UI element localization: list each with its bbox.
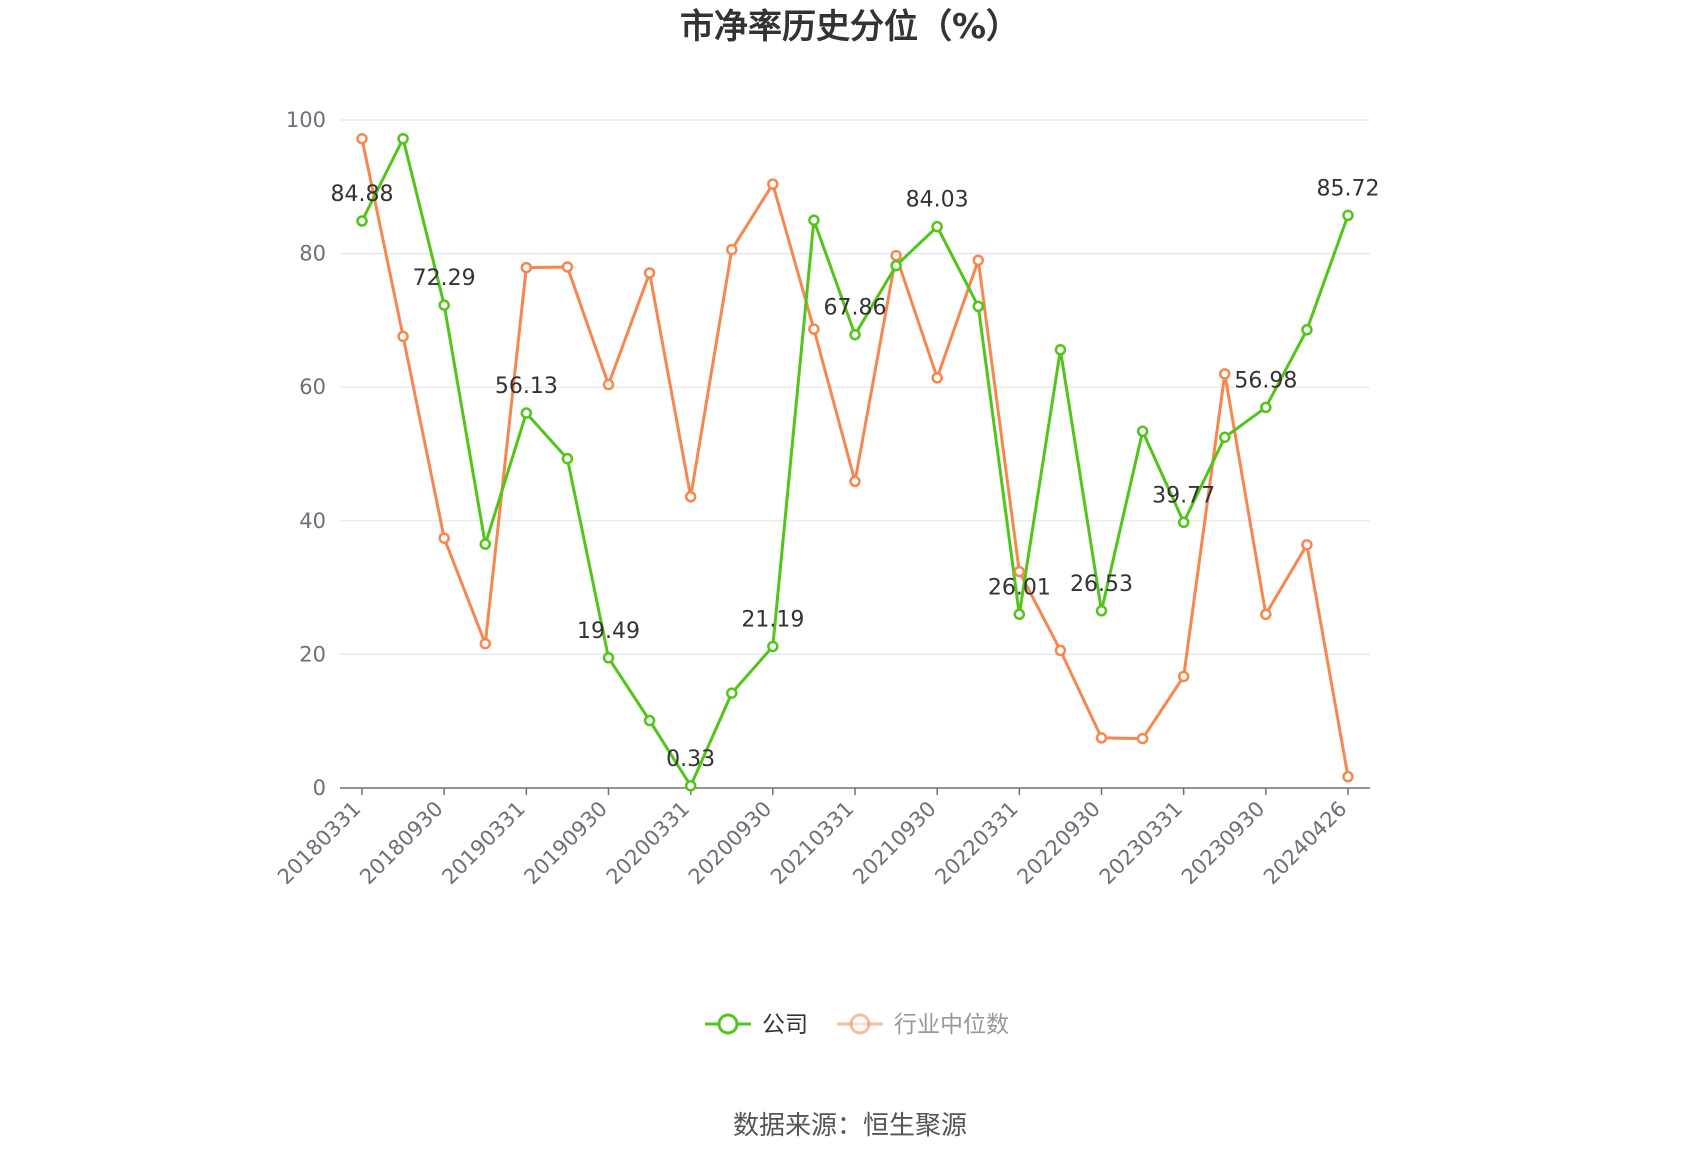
x-tick-label-12: 20210331 xyxy=(766,797,859,890)
point-s1-22 xyxy=(1260,608,1272,621)
series-points xyxy=(356,132,1354,792)
legend-label-0: 公司 xyxy=(762,1012,808,1038)
point-s0-19 xyxy=(1136,425,1149,438)
x-tick-label-8: 20200331 xyxy=(602,797,695,890)
data-label-8: 0.33 xyxy=(666,747,715,772)
data-label-0: 84.88 xyxy=(331,182,394,207)
point-s0-5 xyxy=(561,452,574,465)
point-s1-0 xyxy=(356,132,368,145)
y-tick-label-40: 40 xyxy=(299,509,326,533)
data-source: 数据来源：恒生聚源 xyxy=(733,1111,967,1141)
data-label-14: 84.03 xyxy=(906,188,969,213)
point-s0-11 xyxy=(808,214,820,226)
point-s0-7 xyxy=(643,714,656,727)
series-line-1 xyxy=(360,138,1350,777)
point-s0-12 xyxy=(849,328,861,341)
x-tick-label-10: 20200930 xyxy=(684,797,777,890)
data-label-6: 19.49 xyxy=(577,619,640,644)
point-s0-14 xyxy=(931,220,943,233)
point-s1-21 xyxy=(1219,368,1231,380)
point-s0-4 xyxy=(520,407,533,419)
point-s1-14 xyxy=(931,372,943,384)
data-label-20: 39.77 xyxy=(1152,483,1215,508)
point-s0-24 xyxy=(1342,209,1354,222)
point-s1-19 xyxy=(1136,732,1149,745)
data-label-22: 56.98 xyxy=(1234,368,1297,393)
grid-lines xyxy=(340,119,1370,656)
point-s0-10 xyxy=(767,640,779,653)
y-tick-label-20: 20 xyxy=(299,642,326,666)
x-tick-label-2: 20180930 xyxy=(355,797,448,890)
point-s1-17 xyxy=(1054,644,1067,657)
point-s1-5 xyxy=(561,261,574,273)
legend-item-0[interactable]: 公司 xyxy=(705,1012,808,1038)
point-s0-0 xyxy=(356,215,368,227)
point-s0-18 xyxy=(1095,605,1108,617)
point-s1-6 xyxy=(602,378,615,391)
y-tick-label-0: 0 xyxy=(313,776,326,800)
point-s0-9 xyxy=(726,687,738,699)
point-s1-15 xyxy=(972,254,984,267)
point-s0-3 xyxy=(479,538,491,550)
data-label-4: 56.13 xyxy=(495,374,558,399)
x-tick-label-18: 20220930 xyxy=(1012,797,1105,890)
data-label-16: 26.01 xyxy=(988,575,1051,600)
point-s0-17 xyxy=(1054,344,1067,356)
point-s1-12 xyxy=(849,475,861,488)
x-tick-label-24: 20240426 xyxy=(1259,797,1352,890)
x-tick-label-4: 20190331 xyxy=(437,797,530,890)
point-s1-4 xyxy=(520,261,533,274)
point-s1-2 xyxy=(438,532,450,544)
legend-item-1[interactable]: 行业中位数 xyxy=(837,1012,1009,1038)
data-labels: 84.88 72.29 56.13 19.49 0.33 21.19 67.86 84.03 2… xyxy=(331,176,1380,771)
point-s0-16 xyxy=(1013,608,1026,621)
legend-marker-1 xyxy=(849,1013,871,1035)
series-lines xyxy=(360,137,1350,788)
point-s1-1 xyxy=(397,330,409,343)
y-tick-label-80: 80 xyxy=(299,242,326,266)
point-s0-6 xyxy=(602,652,615,664)
point-s0-2 xyxy=(438,299,450,311)
data-label-10: 21.19 xyxy=(741,607,804,632)
point-s1-24 xyxy=(1342,770,1354,783)
point-s0-8 xyxy=(684,780,697,792)
legend[interactable]: 公司 行业中位数 xyxy=(705,1012,1009,1038)
legend-label-1: 行业中位数 xyxy=(894,1012,1009,1038)
x-tick-label-16: 20220331 xyxy=(930,797,1023,890)
y-tick-label-60: 60 xyxy=(299,375,326,399)
point-s1-10 xyxy=(767,178,779,190)
x-tick-label-0: 20180331 xyxy=(273,797,366,890)
point-s0-23 xyxy=(1301,324,1313,336)
point-s0-1 xyxy=(397,132,409,145)
data-label-18: 26.53 xyxy=(1070,572,1133,597)
point-s0-15 xyxy=(972,300,984,313)
x-tick-label-20: 20230331 xyxy=(1095,797,1188,890)
point-s0-20 xyxy=(1177,516,1190,529)
x-tick-label-22: 20230930 xyxy=(1177,797,1270,890)
data-label-24: 85.72 xyxy=(1317,176,1380,201)
x-tick-label-14: 20210930 xyxy=(848,797,941,890)
point-s1-7 xyxy=(643,267,656,279)
data-label-2: 72.29 xyxy=(413,266,476,291)
series-line-0 xyxy=(360,137,1350,788)
x-tick-label-6: 20190930 xyxy=(519,797,612,890)
point-s1-16 xyxy=(1013,565,1026,578)
point-s0-22 xyxy=(1260,401,1272,414)
point-s1-3 xyxy=(479,637,491,650)
point-s1-11 xyxy=(808,323,820,335)
y-tick-label-100: 100 xyxy=(286,108,326,132)
chart-title: 市净率历史分位（%） xyxy=(680,7,1020,47)
point-s0-13 xyxy=(890,259,902,272)
data-label-12: 67.86 xyxy=(824,296,887,321)
point-s1-20 xyxy=(1177,670,1190,683)
legend-marker-0 xyxy=(717,1013,739,1035)
point-s0-21 xyxy=(1219,431,1231,444)
point-s1-8 xyxy=(684,491,697,503)
point-s1-9 xyxy=(726,243,738,256)
point-s1-23 xyxy=(1301,539,1313,551)
point-s1-13 xyxy=(890,249,902,262)
point-s1-18 xyxy=(1095,732,1108,744)
